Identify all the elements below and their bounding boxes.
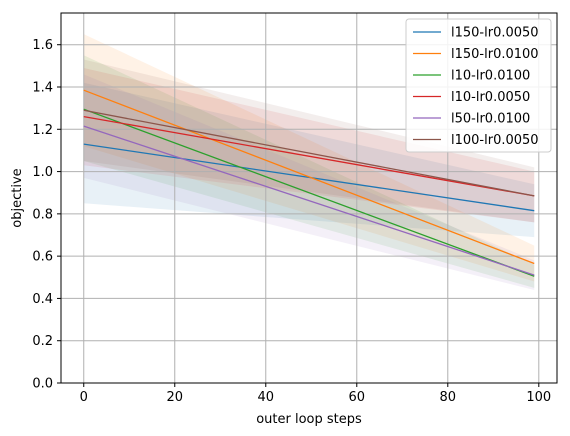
series-line-2 [83,108,535,277]
band-series-0 [83,82,535,238]
legend-box [405,18,552,153]
y-tick-label-2: 0.4 [32,292,53,307]
x-tick-label-5: 100 [526,390,551,405]
y-tick-label-0: 0.0 [32,377,53,392]
series-line-4 [83,125,535,276]
y-axis-ticks: 0.0 0.2 0.4 0.6 0.8 1.0 1.2 1.4 1.6 [32,38,61,392]
x-tick-label-1: 20 [166,390,183,405]
legend-label-5: l100-lr0.0050 [451,133,539,148]
series-lines [83,89,535,277]
legend-label-2: l10-lr0.0100 [451,69,530,84]
plot-frame [60,12,558,384]
y-tick-label-6: 1.2 [32,123,53,138]
legend-label-0: l150-lr0.0050 [451,26,539,41]
y-axis-label: objective [10,168,25,227]
legend-label-1: l150-lr0.0100 [451,47,539,62]
band-series-3 [83,67,535,223]
series-line-3 [83,115,535,197]
series-line-1 [83,89,535,265]
x-axis-label: outer loop steps [256,412,362,427]
x-tick-label-3: 60 [349,390,366,405]
x-tick-label-2: 40 [257,390,274,405]
y-tick-label-1: 0.2 [32,334,53,349]
x-axis-ticks: 0 20 40 60 80 100 [80,383,551,405]
y-tick-label-5: 1.0 [32,165,53,180]
legend-label-4: l50-lr0.0100 [451,112,530,127]
series-line-5 [83,109,535,197]
y-tick-label-4: 0.8 [32,207,53,222]
y-tick-label-8: 1.6 [32,38,53,53]
legend: l150-lr0.0050 l150-lr0.0100 l10-lr0.0100 l1… [405,18,552,153]
band-series-4 [83,74,535,290]
y-tick-label-7: 1.4 [32,81,53,96]
x-tick-label-0: 0 [80,390,88,405]
legend-label-3: l10-lr0.0050 [451,90,530,105]
band-series-5 [83,59,535,223]
y-tick-label-3: 0.6 [32,250,53,265]
x-tick-label-4: 80 [440,390,457,405]
